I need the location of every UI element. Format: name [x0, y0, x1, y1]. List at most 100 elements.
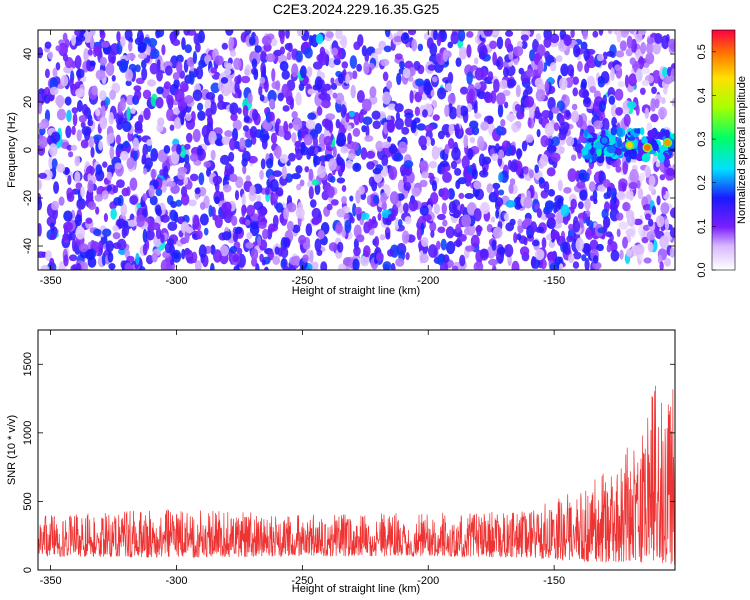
spectrogram-cell: [385, 232, 391, 240]
spectrogram-cell: [56, 95, 64, 109]
spectrogram-cell: [456, 104, 461, 118]
spectrogram-cell: [622, 201, 631, 212]
spectrogram-cell: [377, 212, 382, 221]
spectrogram-cell: [132, 137, 140, 151]
spectrogram-cell: [210, 149, 216, 161]
spectrogram-cell: [205, 92, 216, 100]
spectrogram-cell: [299, 179, 305, 187]
spectrogram-cell: [669, 207, 675, 219]
spectrogram-cell: [116, 238, 127, 251]
spectrogram-cell: [419, 179, 428, 188]
spectrogram-cell: [295, 207, 305, 219]
spectrogram-cell: [185, 113, 192, 121]
spectrogram-cell: [275, 80, 281, 91]
spectrogram-cell: [509, 161, 519, 173]
spectrogram-cell: [40, 264, 50, 270]
spectrogram-cell: [499, 79, 509, 90]
spectrogram-band-cell: [664, 129, 670, 139]
spectrogram-cell: [338, 263, 347, 270]
spectrogram-cell: [534, 248, 545, 261]
spectrogram-cell: [547, 96, 556, 111]
spectrogram-cell: [433, 203, 440, 215]
spectrogram-cell: [431, 180, 438, 192]
spectrogram-cell: [335, 30, 343, 40]
spectrogram-cell: [326, 203, 333, 211]
spectrogram-cell: [203, 227, 209, 236]
spectrogram-cell: [430, 89, 435, 97]
spectrogram-cell: [134, 89, 142, 101]
spectrogram-cell: [189, 173, 199, 182]
spectrogram-cell: [192, 51, 198, 64]
spectrogram-cell: [605, 231, 613, 238]
spectrogram-cell: [512, 124, 518, 133]
spectrogram-cell: [155, 96, 164, 109]
spectrogram-cell: [441, 124, 452, 136]
spectrogram-cell: [356, 234, 365, 243]
spectrogram-cell: [353, 246, 361, 257]
spectrogram-cell: [541, 237, 547, 249]
spectrogram-cell: [303, 134, 313, 146]
spectrogram-cell: [402, 202, 409, 214]
spectrogram-cell: [280, 246, 289, 259]
spectrogram-cell: [464, 172, 474, 183]
spectrogram-cell: [419, 253, 429, 264]
spectrogram-cell: [491, 153, 499, 162]
y-tick-label: 40: [22, 48, 34, 60]
spectrogram-cell: [93, 134, 103, 141]
spectrogram-cell: [356, 90, 365, 103]
spectrogram-cell: [445, 83, 452, 92]
spectrogram-cell: [201, 125, 211, 139]
spectrogram-cell: [528, 169, 535, 179]
spectrogram-cell: [78, 115, 87, 123]
spectrogram-cell: [340, 104, 347, 118]
spectrogram-cell: [588, 181, 596, 192]
spectrogram-cell: [521, 140, 528, 152]
spectrogram-cell: [589, 86, 597, 94]
spectrogram-cell: [535, 89, 546, 102]
spectrogram-cell: [619, 249, 624, 260]
spectrogram-cell: [318, 51, 328, 66]
spectrogram-cell: [507, 78, 517, 87]
spectrogram-cell: [248, 155, 258, 164]
spectrogram-cell: [38, 179, 42, 191]
spectrogram-cell: [633, 218, 643, 226]
spectrogram-cell: [368, 218, 373, 230]
spectrogram-cell: [335, 222, 343, 234]
spectrogram-cell: [432, 114, 440, 122]
spectrogram-cell: [504, 37, 512, 50]
spectrogram-cell: [515, 148, 523, 159]
spectrogram-cell: [614, 88, 624, 101]
spectrogram-cell: [453, 239, 463, 247]
spectrogram-cell: [199, 213, 209, 226]
spectrogram-cell: [49, 232, 57, 241]
spectrogram-cell: [289, 256, 299, 266]
snr-panel: -350 -300 -250 -200 -150 0 500 1000 1500 Height …: [6, 329, 676, 595]
spectrogram-cell: [292, 117, 303, 132]
spectrogram-cell: [505, 222, 515, 232]
spectrogram-cell: [58, 196, 65, 206]
spectrogram-cell: [490, 216, 496, 223]
spectrogram-cell: [120, 150, 129, 161]
spectrogram-cell: [487, 71, 494, 81]
spectrogram-cell: [63, 221, 74, 232]
spectrogram-cell: [311, 217, 321, 226]
spectrogram-cell: [450, 31, 459, 45]
spectrogram-cell: [573, 44, 581, 58]
spectrogram-band-cell: [625, 149, 633, 156]
spectrogram-cell: [87, 173, 92, 180]
spectrogram-cell: [300, 141, 306, 154]
spectrogram-cell: [83, 31, 93, 43]
spectrogram-cell: [607, 30, 613, 35]
spectrogram-cell: [669, 227, 675, 238]
spectrogram-cell: [419, 205, 429, 216]
spectrogram-cell: [100, 100, 106, 108]
spectrogram-cell: [88, 201, 97, 211]
spectrogram-cell: [596, 53, 605, 62]
spectrogram-cell: [328, 242, 339, 252]
spectrogram-cell: [496, 246, 506, 255]
colorbar-tick-label: 0.3: [696, 131, 708, 146]
spectrogram-cell: [541, 109, 551, 119]
spectrogram-cell: [49, 257, 55, 270]
spectrogram-cell: [133, 149, 138, 162]
spectrogram-cell: [469, 136, 476, 144]
